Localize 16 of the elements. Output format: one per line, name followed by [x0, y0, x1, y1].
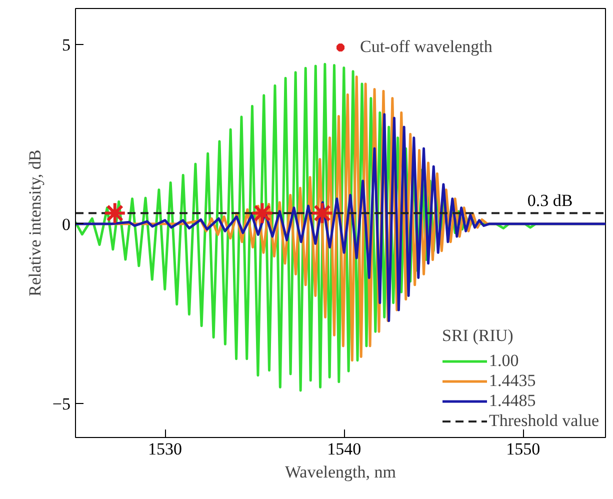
legend-label: 1.4485 — [489, 391, 536, 411]
y-tick-label: 5 — [62, 35, 70, 54]
line-series — [76, 113, 606, 322]
legend-label: Cut-off wavelength — [360, 37, 492, 57]
legend-label: 1.00 — [489, 351, 519, 371]
annotation: 0.3 dB — [527, 191, 573, 210]
legend-title: SRI (RIU) — [442, 326, 514, 346]
x-tick-label: 1550 — [506, 440, 540, 458]
x-tick-label: 1530 — [148, 440, 182, 458]
legend-label: 1.4435 — [489, 371, 536, 391]
y-axis-title: Relative intensity, dB — [25, 150, 44, 296]
y-tick-label: −5 — [52, 394, 71, 414]
legend-label: Threshold value — [489, 411, 599, 431]
x-tick-label: 1540 — [327, 440, 362, 458]
x-axis-title: Wavelength, nm — [285, 462, 396, 482]
y-tick-label: 0 — [62, 214, 70, 234]
